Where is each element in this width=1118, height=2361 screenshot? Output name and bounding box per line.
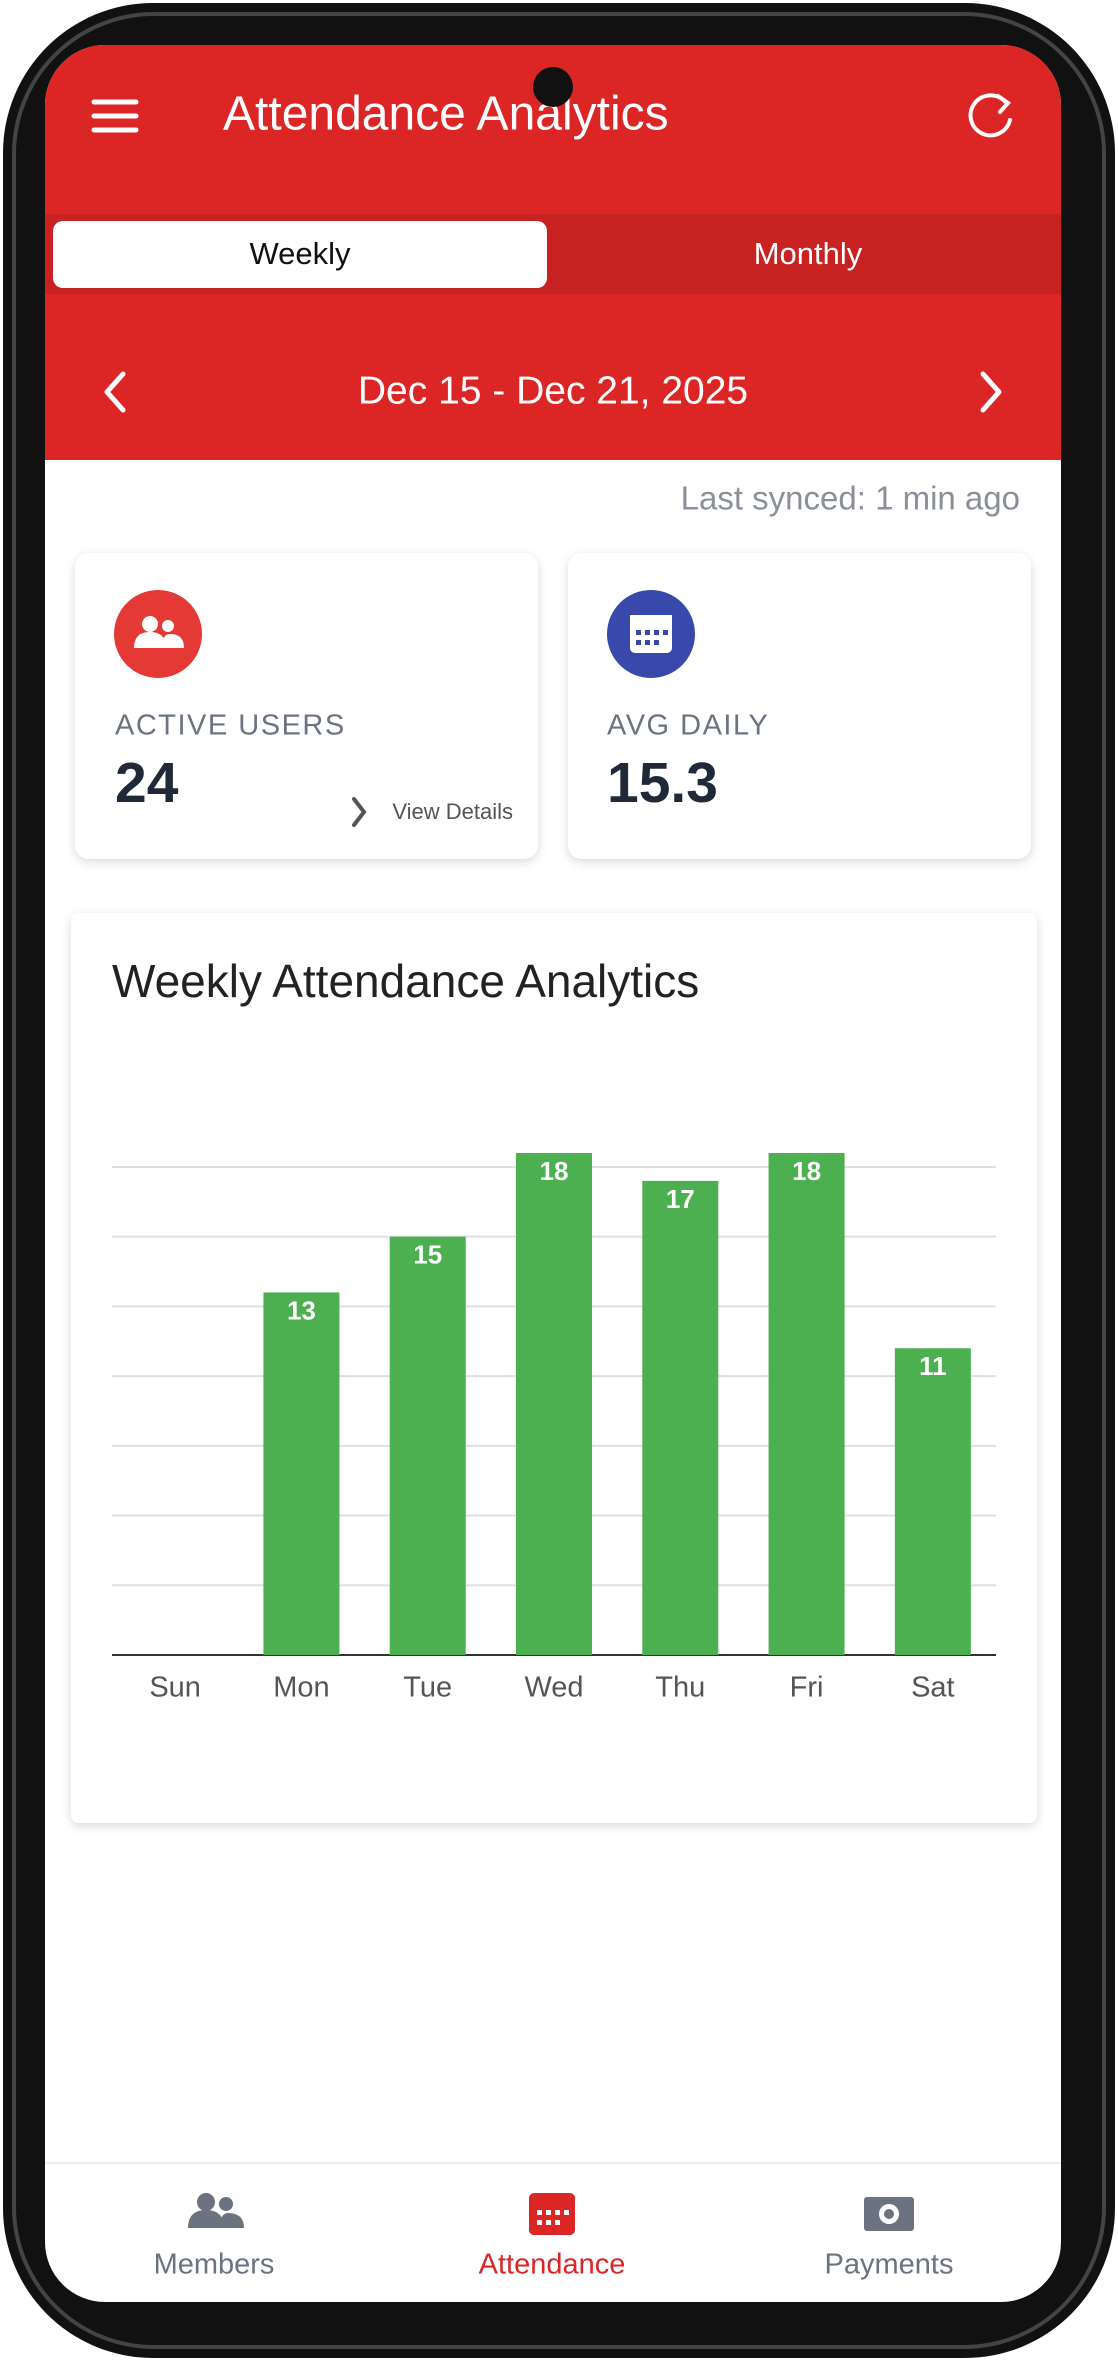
view-details-link[interactable]: View Details — [392, 799, 513, 824]
attendance-icon[interactable] — [529, 2193, 575, 2235]
prev-button[interactable] — [104, 371, 126, 413]
bar — [263, 1292, 340, 1655]
camera — [533, 67, 573, 107]
bar-value-label: 18 — [540, 1156, 569, 1186]
bar-value-label: 17 — [666, 1184, 695, 1214]
stat-value: 15.3 — [607, 751, 718, 815]
users-icon — [134, 616, 184, 648]
view-details-chevron[interactable] — [352, 797, 367, 827]
date-range: Dec 15 - Dec 21, 2025 — [358, 369, 748, 412]
bar-value-label: 13 — [287, 1295, 316, 1325]
members-icon[interactable] — [188, 2193, 244, 2228]
x-tick-label: Wed — [524, 1672, 583, 1704]
bar-value-label: 11 — [919, 1351, 947, 1381]
screen: Attendance Analytics Weekly Monthly Dec … — [45, 45, 1061, 2302]
bar-value-label: 15 — [413, 1240, 442, 1270]
bar — [894, 1348, 971, 1655]
phone-edge — [12, 12, 1106, 2349]
tab-label[interactable]: Weekly — [249, 236, 351, 271]
calendar-icon — [630, 615, 672, 653]
tab-active[interactable] — [53, 221, 547, 288]
x-tick-label: Sat — [911, 1672, 955, 1704]
payments-icon[interactable] — [864, 2197, 914, 2231]
stat-label: ACTIVE USERS — [115, 710, 346, 742]
nav-label[interactable]: Members — [154, 2249, 275, 2281]
x-tick-label: Fri — [790, 1672, 824, 1704]
chart-title: Weekly Attendance Analytics — [112, 955, 699, 1007]
bar-value-label: 18 — [792, 1156, 821, 1186]
x-tick-label: Thu — [655, 1672, 705, 1704]
stat-label: AVG DAILY — [607, 710, 769, 742]
x-tick-label: Tue — [403, 1672, 452, 1704]
bar — [768, 1153, 845, 1655]
x-tick-label: Sun — [149, 1672, 201, 1704]
bar — [389, 1236, 466, 1655]
bar — [516, 1153, 592, 1655]
tab-label[interactable]: Monthly — [754, 236, 863, 271]
plot-area: Sun Mon 13 Tue 15 Wed 18 Thu 17 Fri 18 Sat 11 — [112, 1153, 996, 1704]
stat-value: 24 — [115, 751, 179, 815]
next-button[interactable] — [980, 371, 1002, 413]
refresh-icon[interactable] — [968, 93, 1012, 138]
last-synced: Last synced: 1 min ago — [681, 480, 1020, 517]
bar — [642, 1180, 719, 1655]
header-title: Attendance Analytics — [223, 88, 669, 141]
nav-label[interactable]: Payments — [825, 2249, 954, 2281]
menu-icon[interactable] — [91, 99, 139, 133]
x-tick-label: Mon — [273, 1672, 329, 1704]
nav-label[interactable]: Attendance — [479, 2249, 626, 2281]
